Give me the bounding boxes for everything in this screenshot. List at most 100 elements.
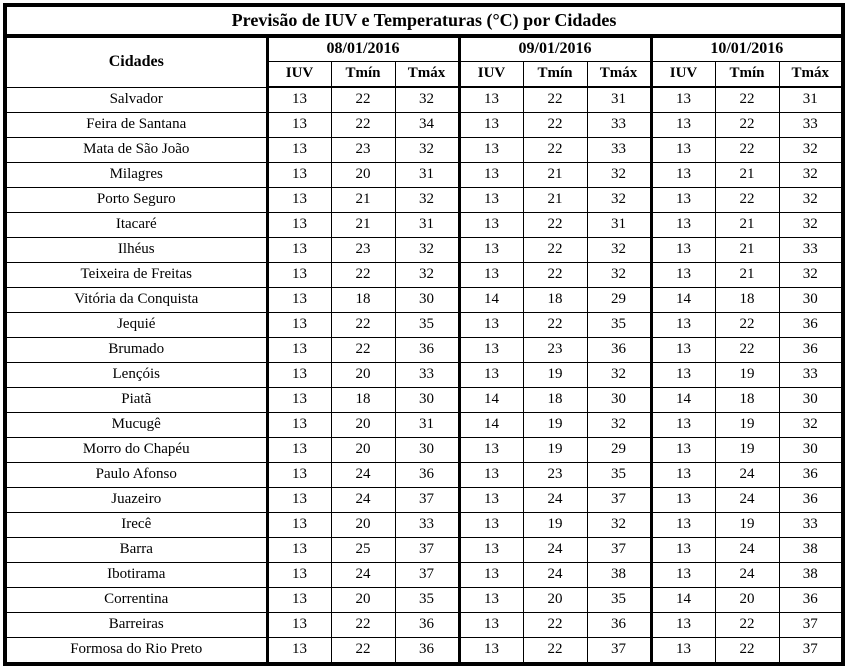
city-name-cell: Porto Seguro <box>4 187 268 213</box>
value-cell: 14 <box>457 287 524 313</box>
value-cell: 13 <box>457 137 524 163</box>
city-name-cell: Irecê <box>4 512 268 538</box>
value-cell: 23 <box>522 337 588 363</box>
value-cell: 22 <box>330 612 396 638</box>
value-cell: 35 <box>586 587 652 613</box>
value-cell: 13 <box>265 237 332 263</box>
value-cell: 22 <box>714 187 780 213</box>
value-cell: 13 <box>265 437 332 463</box>
value-cell: 24 <box>330 487 396 513</box>
table-row: Itacaré 13 21 31 13 22 31 13 21 32 <box>4 212 844 238</box>
value-cell: 13 <box>457 462 524 488</box>
value-cell: 24 <box>330 562 396 588</box>
value-cell: 24 <box>714 462 780 488</box>
value-cell: 13 <box>457 437 524 463</box>
value-cell: 20 <box>330 162 396 188</box>
value-cell: 20 <box>714 587 780 613</box>
value-cell: 13 <box>457 262 524 288</box>
table-row: Formosa do Rio Preto 13 22 36 13 22 37 13 22 37 <box>4 637 844 665</box>
value-cell: 13 <box>265 187 332 213</box>
value-cell: 13 <box>649 362 716 388</box>
value-cell: 24 <box>714 562 780 588</box>
value-cell: 32 <box>778 162 844 188</box>
value-cell: 22 <box>714 637 780 665</box>
value-cell: 31 <box>394 412 460 438</box>
value-cell: 19 <box>522 437 588 463</box>
value-cell: 14 <box>649 587 716 613</box>
city-name-cell: Brumado <box>4 337 268 363</box>
value-cell: 33 <box>778 512 844 538</box>
value-cell: 35 <box>586 462 652 488</box>
value-cell: 32 <box>778 262 844 288</box>
value-cell: 33 <box>586 112 652 138</box>
value-cell: 19 <box>714 412 780 438</box>
value-cell: 22 <box>330 112 396 138</box>
value-cell: 24 <box>714 537 780 563</box>
value-cell: 30 <box>778 287 844 313</box>
value-cell: 24 <box>522 562 588 588</box>
value-cell: 13 <box>649 512 716 538</box>
value-cell: 13 <box>457 612 524 638</box>
value-cell: 13 <box>265 612 332 638</box>
city-name-cell: Mucugê <box>4 412 268 438</box>
value-cell: 14 <box>457 412 524 438</box>
table-row: Paulo Afonso 13 24 36 13 23 35 13 24 36 <box>4 462 844 488</box>
value-cell: 20 <box>330 362 396 388</box>
table-row: Irecê 13 20 33 13 19 32 13 19 33 <box>4 512 844 538</box>
value-cell: 24 <box>522 537 588 563</box>
value-cell: 34 <box>394 112 460 138</box>
value-cell: 22 <box>330 262 396 288</box>
value-cell: 21 <box>714 212 780 238</box>
value-cell: 18 <box>714 287 780 313</box>
value-cell: 13 <box>457 212 524 238</box>
table-row: Teixeira de Freitas 13 22 32 13 22 32 13 21 32 <box>4 262 844 288</box>
value-cell: 32 <box>778 187 844 213</box>
value-cell: 32 <box>778 212 844 238</box>
value-cell: 22 <box>330 337 396 363</box>
value-cell: 20 <box>330 412 396 438</box>
city-name-cell: Itacaré <box>4 212 268 238</box>
value-cell: 22 <box>522 312 588 338</box>
value-cell: 22 <box>522 212 588 238</box>
value-cell: 13 <box>649 212 716 238</box>
table-row: Mucugê 13 20 31 14 19 32 13 19 32 <box>4 412 844 438</box>
value-cell: 13 <box>649 137 716 163</box>
city-name-cell: Ibotirama <box>4 562 268 588</box>
value-cell: 24 <box>330 462 396 488</box>
value-cell: 13 <box>265 487 332 513</box>
value-cell: 31 <box>778 86 844 113</box>
value-cell: 32 <box>394 86 460 113</box>
table-row: Lençóis 13 20 33 13 19 32 13 19 33 <box>4 362 844 388</box>
value-cell: 36 <box>778 462 844 488</box>
value-cell: 22 <box>714 137 780 163</box>
value-cell: 23 <box>522 462 588 488</box>
value-cell: 36 <box>586 612 652 638</box>
col-header-iuv: IUV <box>265 61 332 88</box>
table-row: Ibotirama 13 24 37 13 24 38 13 24 38 <box>4 562 844 588</box>
value-cell: 36 <box>778 312 844 338</box>
table-row: Mata de São João 13 23 32 13 22 33 13 22 32 <box>4 137 844 163</box>
value-cell: 19 <box>714 512 780 538</box>
city-name-cell: Teixeira de Freitas <box>4 262 268 288</box>
col-header-tmax: Tmáx <box>778 61 844 88</box>
value-cell: 36 <box>586 337 652 363</box>
value-cell: 13 <box>265 387 332 413</box>
value-cell: 21 <box>522 162 588 188</box>
table-row: Juazeiro 13 24 37 13 24 37 13 24 36 <box>4 487 844 513</box>
table-row: Feira de Santana 13 22 34 13 22 33 13 22 33 <box>4 112 844 138</box>
value-cell: 36 <box>778 337 844 363</box>
value-cell: 13 <box>649 562 716 588</box>
value-cell: 20 <box>522 587 588 613</box>
value-cell: 22 <box>714 112 780 138</box>
value-cell: 30 <box>394 287 460 313</box>
value-cell: 20 <box>330 512 396 538</box>
value-cell: 13 <box>265 212 332 238</box>
date-header-2: 09/01/2016 <box>457 35 652 62</box>
value-cell: 37 <box>586 537 652 563</box>
title-row: Previsão de IUV e Temperaturas (°C) por … <box>4 4 844 38</box>
table-row: Piatã 13 18 30 14 18 30 14 18 30 <box>4 387 844 413</box>
value-cell: 22 <box>330 86 396 113</box>
value-cell: 18 <box>330 287 396 313</box>
value-cell: 37 <box>394 562 460 588</box>
value-cell: 13 <box>457 187 524 213</box>
